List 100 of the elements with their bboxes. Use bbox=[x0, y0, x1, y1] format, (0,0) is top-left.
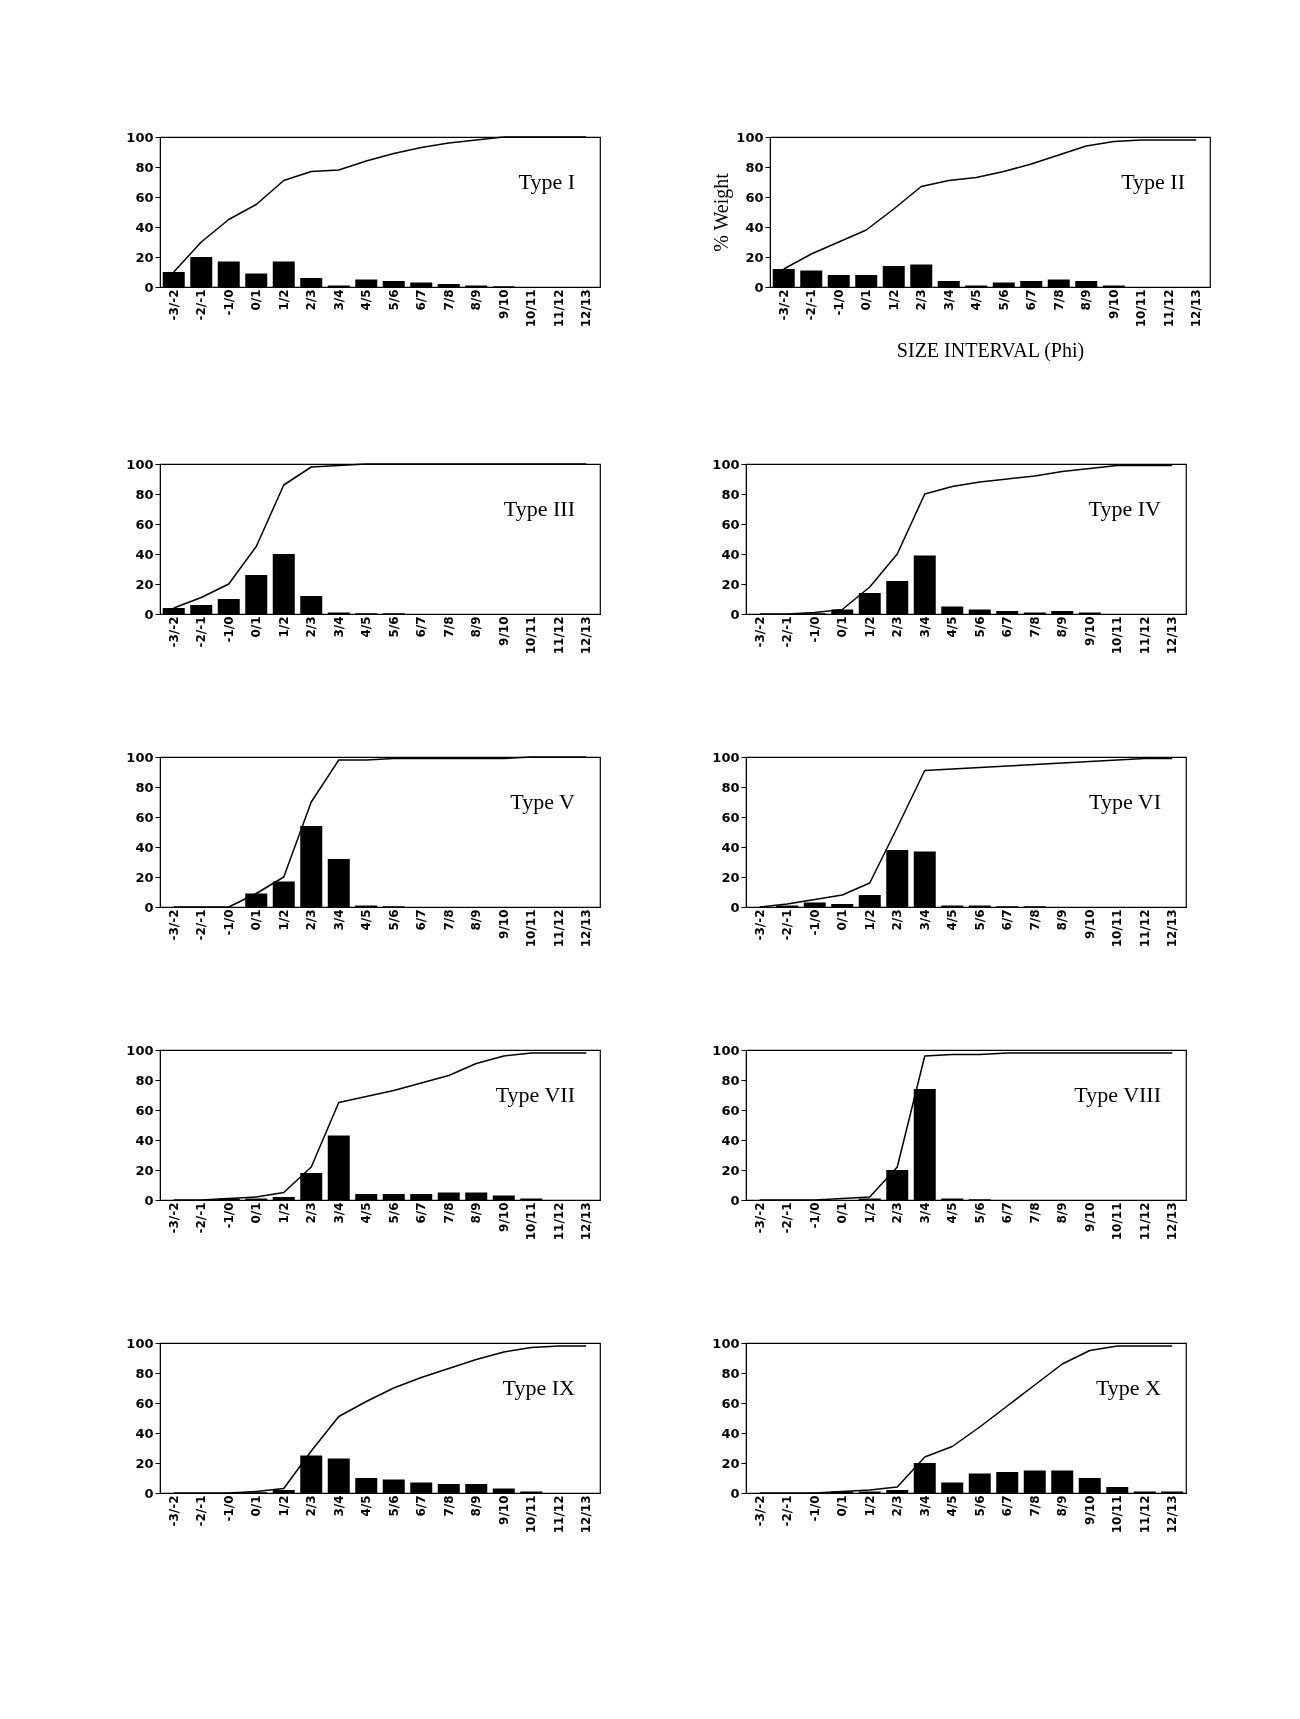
y-tick-label: 80 bbox=[135, 779, 154, 795]
x-tick-label: -3/-2 bbox=[752, 1202, 767, 1234]
x-tick-label: -3/-2 bbox=[166, 909, 181, 941]
y-tick-label: 60 bbox=[135, 1102, 154, 1118]
y-tick-label: 100 bbox=[712, 456, 740, 472]
x-tick-label: 1/2 bbox=[276, 289, 291, 311]
y-tick-label: 60 bbox=[745, 189, 764, 205]
y-tick-label: 100 bbox=[126, 456, 154, 472]
x-tick-label: 3/4 bbox=[941, 289, 956, 311]
x-tick-label: 12/13 bbox=[1165, 1202, 1180, 1241]
y-tick-label: 0 bbox=[730, 606, 740, 622]
x-tick-label: 1/2 bbox=[276, 1202, 291, 1224]
x-tick-label: 9/10 bbox=[496, 616, 511, 646]
x-tick-label: 10/11 bbox=[524, 616, 539, 655]
y-tick-label: 60 bbox=[721, 809, 740, 825]
x-tick-label: 1/2 bbox=[862, 1495, 877, 1517]
x-tick-label: 3/4 bbox=[331, 616, 346, 638]
y-tick-label: 100 bbox=[126, 1335, 154, 1351]
x-tick-label: 6/7 bbox=[414, 1495, 429, 1517]
x-tick-label: 9/10 bbox=[1082, 1202, 1097, 1232]
x-tick-label: 11/12 bbox=[1137, 1202, 1152, 1241]
y-axis-title: % Weight bbox=[710, 172, 734, 252]
y-tick-label: 60 bbox=[135, 809, 154, 825]
x-tick-label: 6/7 bbox=[414, 289, 429, 311]
y-tick-label: 80 bbox=[135, 1072, 154, 1088]
y-tick-label: 0 bbox=[730, 1192, 740, 1208]
y-tick-label: 20 bbox=[745, 249, 764, 265]
x-tick-label: 7/8 bbox=[441, 289, 456, 311]
x-tick-label: 7/8 bbox=[441, 1495, 456, 1517]
x-tick-label: 1/2 bbox=[276, 1495, 291, 1517]
y-tick-label: 40 bbox=[721, 1132, 740, 1148]
x-tick-label: 5/6 bbox=[386, 289, 401, 311]
x-tick-label: 3/4 bbox=[917, 1495, 932, 1517]
x-tick-label: 5/6 bbox=[386, 1495, 401, 1517]
x-tick-label: 4/5 bbox=[359, 616, 374, 638]
x-tick-label: -1/0 bbox=[807, 1202, 822, 1229]
y-tick-label: 80 bbox=[135, 486, 154, 502]
x-tick-label: 2/3 bbox=[304, 1202, 319, 1224]
y-tick-label: 40 bbox=[135, 219, 154, 235]
y-tick-label: 100 bbox=[126, 1042, 154, 1058]
x-tick-label: 4/5 bbox=[359, 909, 374, 931]
y-tick-label: 100 bbox=[736, 129, 764, 145]
x-tick-label: 0/1 bbox=[249, 616, 264, 638]
y-tick-label: 0 bbox=[144, 279, 154, 295]
x-tick-label: 8/9 bbox=[469, 1202, 484, 1224]
x-tick-label: -2/-1 bbox=[194, 616, 209, 648]
x-tick-label: 9/10 bbox=[496, 909, 511, 939]
x-tick-label: 5/6 bbox=[972, 1202, 987, 1224]
y-tick-label: 40 bbox=[721, 546, 740, 562]
x-tick-label: 8/9 bbox=[469, 616, 484, 638]
x-tick-label: 0/1 bbox=[835, 616, 850, 638]
x-tick-label: 7/8 bbox=[1027, 909, 1042, 931]
y-tick-label: 20 bbox=[135, 1455, 154, 1471]
x-tick-label: 4/5 bbox=[359, 1495, 374, 1517]
x-tick-label: 1/2 bbox=[886, 289, 901, 311]
y-tick-label: 20 bbox=[721, 1162, 740, 1178]
x-tick-label: 2/3 bbox=[304, 1495, 319, 1517]
y-tick-label: 20 bbox=[135, 576, 154, 592]
x-tick-label: 11/12 bbox=[1137, 616, 1152, 655]
x-tick-label: 4/5 bbox=[945, 616, 960, 638]
annotation: Type X bbox=[1095, 1375, 1162, 1400]
x-tick-label: 11/12 bbox=[1137, 909, 1152, 948]
y-tick-label: 0 bbox=[144, 606, 154, 622]
x-tick-label: 3/4 bbox=[917, 616, 932, 638]
x-tick-label: 6/7 bbox=[1000, 909, 1015, 931]
annotation: Type VI bbox=[1089, 789, 1161, 814]
x-tick-label: 11/12 bbox=[551, 1495, 566, 1534]
y-tick-label: 0 bbox=[754, 279, 764, 295]
x-tick-label: 10/11 bbox=[524, 289, 539, 328]
x-tick-label: 12/13 bbox=[1189, 289, 1204, 328]
y-tick-label: 60 bbox=[135, 516, 154, 532]
x-tick-label: 6/7 bbox=[1000, 1202, 1015, 1224]
x-tick-label: -3/-2 bbox=[166, 1202, 181, 1234]
annotation: Type VII bbox=[495, 1082, 575, 1107]
y-tick-label: 0 bbox=[730, 1485, 740, 1501]
x-tick-label: 0/1 bbox=[249, 289, 264, 311]
annotation: Type I bbox=[518, 169, 575, 194]
x-tick-label: 2/3 bbox=[304, 616, 319, 638]
x-tick-label: 0/1 bbox=[249, 909, 264, 931]
x-tick-label: 9/10 bbox=[496, 1495, 511, 1525]
x-tick-label: 2/3 bbox=[914, 289, 929, 311]
x-tick-label: 10/11 bbox=[1110, 1202, 1125, 1241]
x-tick-label: -2/-1 bbox=[194, 289, 209, 321]
x-tick-label: 1/2 bbox=[862, 1202, 877, 1224]
y-tick-label: 20 bbox=[135, 249, 154, 265]
x-tick-label: 8/9 bbox=[1055, 1202, 1070, 1224]
y-tick-label: 40 bbox=[135, 1132, 154, 1148]
x-tick-label: 10/11 bbox=[1110, 1495, 1125, 1534]
x-tick-label: 11/12 bbox=[551, 616, 566, 655]
x-axis-title: SIZE INTERVAL (Phi) bbox=[896, 339, 1085, 363]
x-tick-label: 6/7 bbox=[1000, 1495, 1015, 1517]
x-tick-label: 12/13 bbox=[579, 616, 594, 655]
x-tick-label: 1/2 bbox=[276, 616, 291, 638]
y-tick-label: 100 bbox=[712, 749, 740, 765]
x-tick-label: 12/13 bbox=[1165, 909, 1180, 948]
y-tick-label: 80 bbox=[135, 1365, 154, 1381]
x-tick-label: 8/9 bbox=[1055, 909, 1070, 931]
y-tick-label: 0 bbox=[730, 899, 740, 915]
y-tick-label: 80 bbox=[721, 1365, 740, 1381]
x-tick-label: 10/11 bbox=[1134, 289, 1149, 328]
